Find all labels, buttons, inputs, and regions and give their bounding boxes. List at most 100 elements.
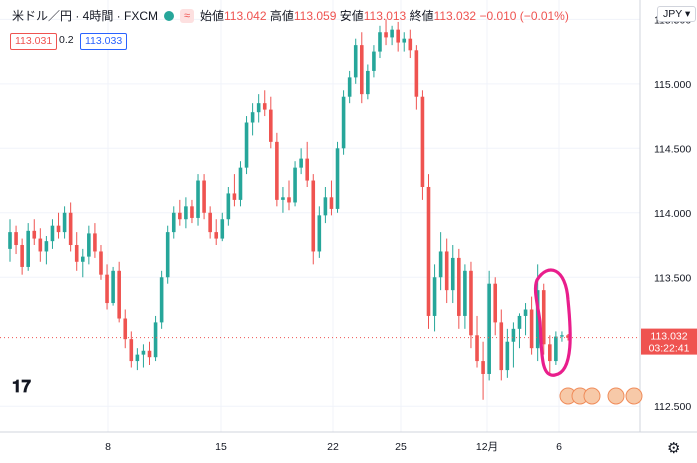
candle-body	[226, 193, 231, 220]
candle-body	[269, 109, 273, 142]
candle-body	[505, 341, 510, 371]
price-tag	[641, 328, 697, 355]
approx-icon: ≈	[180, 8, 194, 23]
candle-body	[105, 274, 109, 304]
candle-body	[353, 45, 358, 78]
candle-body	[554, 336, 558, 362]
candle-body	[384, 32, 388, 38]
y-tick-label: 114.500	[654, 143, 691, 155]
change-value: −0.010 (−0.01%)	[479, 9, 569, 23]
candle-body	[548, 344, 552, 362]
price-tag-countdown: 03:22:41	[649, 343, 690, 355]
candle-body	[444, 251, 449, 291]
x-tick-label: 25	[395, 441, 407, 453]
candle-body	[305, 158, 309, 181]
candle-body	[517, 315, 522, 329]
candle-body	[420, 96, 425, 187]
candle-body	[426, 186, 431, 316]
x-tick-label: 8	[105, 441, 111, 453]
candle-body	[190, 206, 194, 218]
x-tick-label: 22	[327, 441, 339, 453]
candle-body	[402, 38, 407, 43]
candle-body	[141, 350, 146, 355]
candle-body	[56, 225, 61, 233]
candle-body	[93, 233, 97, 252]
candle-body	[311, 180, 316, 252]
time-axis: 8 15 22 25 12月 6	[105, 441, 562, 453]
candle-body	[329, 197, 334, 209]
candle-body	[32, 230, 37, 239]
candle-body	[287, 197, 291, 203]
candle-body	[129, 339, 134, 362]
candle-body	[438, 251, 443, 278]
y-tick-label: 114.000	[654, 208, 691, 220]
candle-body	[178, 212, 182, 220]
price-tag-price: 113.032	[650, 331, 687, 343]
price-axis: 115.500115.000114.500114.000113.500112.5…	[641, 14, 697, 413]
currency-select[interactable]: JPY ▾	[657, 6, 697, 22]
candle-body	[450, 257, 455, 291]
candle-body	[481, 361, 485, 374]
tradingview-logo-icon: 𝟏𝟕	[12, 377, 31, 396]
candle-body	[208, 212, 212, 233]
candle-body	[171, 212, 176, 233]
candle-body	[487, 283, 491, 374]
candle-body	[50, 225, 55, 242]
candle-body	[347, 77, 352, 97]
candle-body	[414, 50, 419, 97]
candle-body	[159, 277, 164, 323]
events-icons	[559, 387, 643, 405]
x-tick-label: 15	[215, 441, 227, 453]
candle-body	[135, 354, 140, 362]
candle-body	[390, 29, 394, 38]
candle-body	[62, 212, 67, 233]
candle-body	[560, 335, 564, 337]
candle-body	[457, 257, 461, 316]
candle-body	[293, 167, 297, 203]
x-tick-label: 12月	[476, 441, 498, 453]
candle-body	[184, 206, 188, 220]
candle-body	[117, 270, 121, 319]
bid-price[interactable]: 113.031	[10, 33, 58, 50]
candle-body	[202, 180, 206, 213]
x-tick-label: 6	[556, 441, 562, 453]
candle-body	[262, 103, 267, 110]
candle-series	[0, 19, 640, 400]
candle-body	[493, 283, 498, 323]
candle-body	[511, 328, 516, 342]
candle-body	[153, 322, 158, 358]
candle-body	[74, 245, 79, 262]
candle-body	[68, 212, 73, 246]
candle-body	[20, 245, 24, 267]
candle-body	[165, 232, 170, 278]
gear-icon[interactable]: ⚙	[667, 440, 681, 457]
y-tick-label: 112.500	[654, 401, 691, 413]
candle-body	[147, 350, 152, 358]
candle-body	[275, 141, 279, 200]
candle-body	[341, 96, 346, 149]
candle-body	[463, 270, 467, 316]
symbol-title[interactable]: 米ドル／円 · 4時間 · FXCM	[12, 9, 158, 23]
candle-body	[232, 193, 237, 200]
candle-body	[372, 51, 376, 71]
candle-body	[196, 180, 200, 218]
candle-body	[475, 335, 479, 362]
candle-body	[214, 232, 219, 239]
ohlc-values: 始値113.042 高値113.059 安値113.013 終値113.032 …	[200, 9, 569, 23]
candle-body	[80, 256, 85, 262]
pink-annotation-circle	[533, 268, 572, 377]
candle-body	[432, 277, 437, 316]
chart-grid	[0, 0, 640, 432]
candle-body	[44, 241, 49, 252]
y-tick-label: 115.000	[654, 79, 691, 91]
ask-price[interactable]: 113.033	[80, 33, 128, 50]
candle-body	[87, 233, 91, 257]
candle-body	[529, 309, 534, 349]
candle-body	[250, 112, 255, 123]
spread-value: 0.2	[59, 34, 74, 46]
candle-body	[317, 215, 322, 252]
candle-body	[323, 197, 328, 216]
candle-body	[535, 290, 540, 349]
candle-body	[378, 32, 382, 52]
